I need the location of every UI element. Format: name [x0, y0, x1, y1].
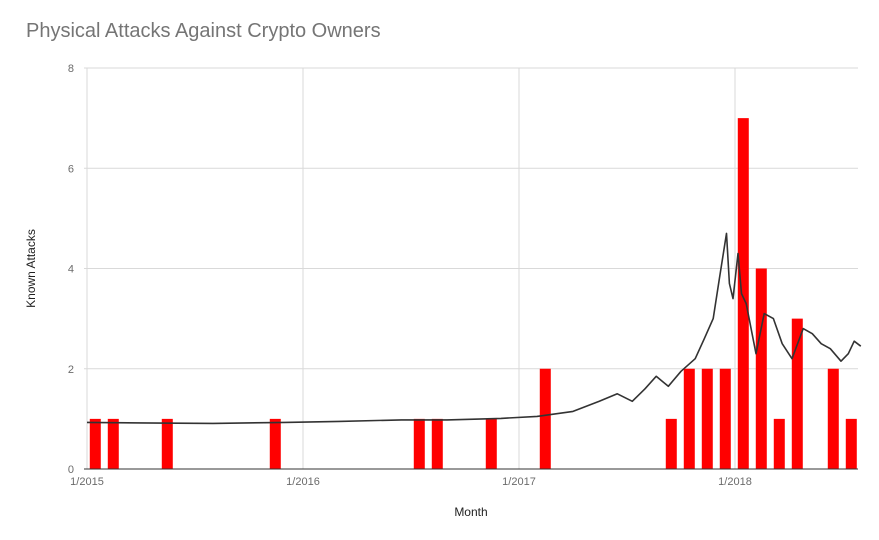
attack-bar: [413, 418, 425, 469]
chart-title: Physical Attacks Against Crypto Owners: [26, 20, 381, 42]
y-axis-title: Known Attacks: [24, 229, 38, 308]
attack-bar: [485, 418, 497, 469]
y-tick-label: 8: [68, 63, 74, 75]
x-tick-label: 1/2018: [718, 476, 752, 488]
attack-bar: [431, 418, 443, 469]
attack-bar: [755, 268, 767, 469]
attack-bar: [107, 418, 119, 469]
x-tick-label: 1/2017: [502, 476, 536, 488]
y-tick-label: 4: [68, 264, 74, 276]
attack-bar: [827, 368, 839, 469]
attack-bar: [845, 418, 857, 469]
attack-bar: [773, 418, 785, 469]
y-tick-label: 0: [68, 464, 74, 476]
x-tick-label: 1/2016: [286, 476, 320, 488]
attack-bar: [791, 318, 803, 469]
attack-bar: [701, 368, 713, 469]
y-tick-label: 2: [68, 364, 74, 376]
attack-bar: [539, 368, 551, 469]
x-tick-label: 1/2015: [70, 476, 104, 488]
attack-bar: [269, 418, 281, 469]
x-axis-title: Month: [454, 505, 487, 519]
attack-bar: [161, 418, 173, 469]
attack-bar: [89, 418, 101, 469]
attack-bar: [737, 118, 749, 469]
y-tick-label: 6: [68, 163, 74, 175]
attack-bar: [683, 368, 695, 469]
attack-bar: [665, 418, 677, 469]
trend-line: [86, 232, 862, 425]
attack-bar: [719, 368, 731, 469]
